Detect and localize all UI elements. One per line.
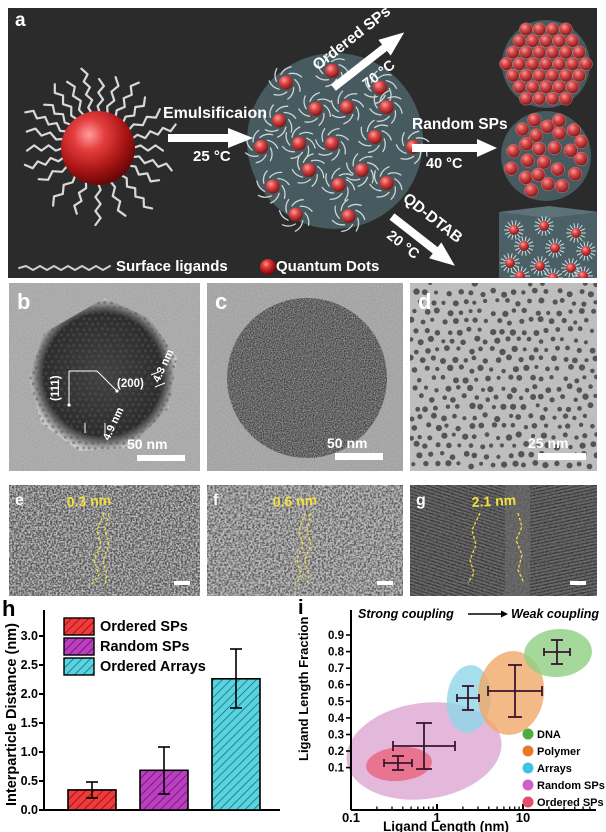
svg-text:h: h — [2, 596, 15, 621]
svg-text:2.0: 2.0 — [21, 687, 38, 701]
svg-text:Strong coupling: Strong coupling — [358, 607, 454, 621]
svg-text:0.0: 0.0 — [21, 803, 38, 817]
svg-text:f: f — [213, 492, 219, 509]
svg-text:10: 10 — [516, 810, 530, 825]
svg-text:Ligand Length Fraction: Ligand Length Fraction — [296, 617, 311, 761]
svg-text:0.7: 0.7 — [328, 663, 344, 675]
svg-text:b: b — [17, 289, 30, 314]
svg-text:d: d — [418, 289, 431, 314]
svg-text:DNA: DNA — [537, 729, 561, 741]
svg-text:1.0: 1.0 — [21, 745, 38, 759]
svg-text:Ordered Arrays: Ordered Arrays — [100, 659, 206, 675]
svg-text:2.5: 2.5 — [21, 658, 38, 672]
svg-text:e: e — [15, 492, 24, 509]
svg-text:Ordered SPs: Ordered SPs — [537, 797, 604, 809]
svg-text:50 nm: 50 nm — [327, 435, 367, 451]
svg-text:Ligand Length (nm): Ligand Length (nm) — [383, 819, 509, 832]
svg-text:0.6: 0.6 — [328, 680, 344, 692]
svg-text:0.9: 0.9 — [328, 630, 344, 642]
svg-text:Interparticle Distance (nm): Interparticle Distance (nm) — [4, 623, 20, 806]
svg-text:Random SPs: Random SPs — [537, 780, 605, 792]
svg-text:0.3: 0.3 — [328, 730, 344, 742]
svg-text:c: c — [215, 289, 227, 314]
svg-text:(200): (200) — [117, 378, 144, 390]
svg-text:0.5: 0.5 — [328, 696, 345, 708]
svg-text:0.8: 0.8 — [328, 647, 345, 659]
svg-text:50 nm: 50 nm — [127, 436, 167, 452]
svg-text:0.2: 0.2 — [328, 746, 344, 758]
svg-text:0.4: 0.4 — [328, 713, 345, 725]
svg-text:25 nm: 25 nm — [528, 435, 568, 451]
svg-text:Polymer: Polymer — [537, 746, 581, 758]
svg-text:0.1: 0.1 — [328, 763, 345, 775]
svg-text:1.5: 1.5 — [21, 716, 38, 730]
svg-text:g: g — [416, 492, 426, 509]
svg-text:0.1: 0.1 — [342, 810, 360, 825]
svg-text:2.1 nm: 2.1 nm — [471, 492, 516, 510]
svg-text:i: i — [298, 597, 304, 619]
svg-text:Arrays: Arrays — [537, 763, 572, 775]
svg-text:Ordered SPs: Ordered SPs — [100, 619, 188, 635]
svg-text:3.0: 3.0 — [21, 629, 38, 643]
svg-text:0.3 nm: 0.3 nm — [66, 492, 111, 510]
svg-text:(111): (111) — [50, 375, 62, 401]
svg-text:0.6 nm: 0.6 nm — [272, 492, 317, 510]
svg-text:0.5: 0.5 — [21, 774, 38, 788]
svg-text:Weak coupling: Weak coupling — [511, 607, 599, 621]
svg-text:Random SPs: Random SPs — [100, 639, 189, 655]
